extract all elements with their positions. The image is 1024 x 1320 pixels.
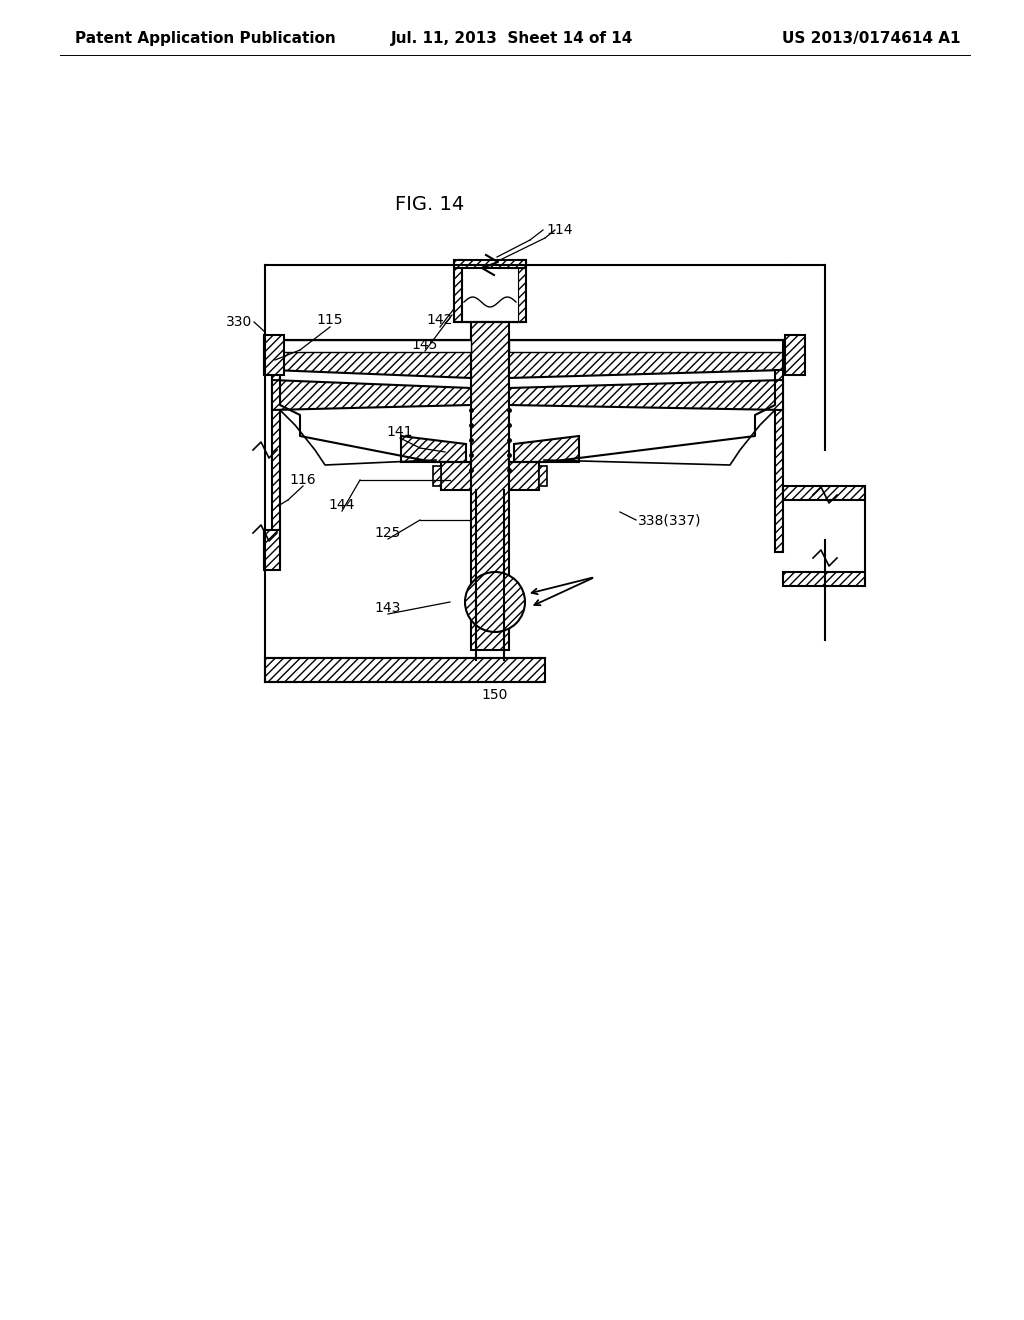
Text: 125: 125 — [375, 525, 401, 540]
Text: 143: 143 — [375, 601, 401, 615]
Polygon shape — [401, 436, 466, 462]
Bar — [471, 322, 509, 649]
Text: FIG. 14: FIG. 14 — [395, 195, 465, 214]
Bar — [264, 531, 280, 570]
Text: 142: 142 — [427, 313, 454, 327]
Text: 115: 115 — [316, 313, 343, 327]
Text: 144: 144 — [329, 498, 355, 512]
Polygon shape — [509, 341, 783, 378]
Text: 150: 150 — [482, 688, 508, 702]
Bar — [518, 260, 526, 322]
Bar — [783, 486, 865, 500]
Polygon shape — [509, 380, 783, 411]
Bar — [462, 268, 518, 322]
Text: 330: 330 — [225, 315, 252, 329]
Text: US 2013/0174614 A1: US 2013/0174614 A1 — [781, 32, 961, 46]
Bar — [539, 466, 547, 486]
Bar — [272, 370, 280, 552]
Text: Jul. 11, 2013  Sheet 14 of 14: Jul. 11, 2013 Sheet 14 of 14 — [391, 32, 633, 46]
Bar — [783, 341, 785, 370]
Bar — [454, 260, 526, 268]
Bar — [265, 657, 545, 682]
Polygon shape — [272, 380, 471, 411]
Bar — [272, 341, 471, 352]
Text: 114: 114 — [547, 223, 573, 238]
Bar — [441, 462, 471, 490]
Bar — [264, 335, 284, 375]
Bar — [454, 260, 462, 322]
Polygon shape — [514, 436, 579, 462]
Text: Patent Application Publication: Patent Application Publication — [75, 32, 336, 46]
Bar — [433, 466, 441, 486]
Text: 338(337): 338(337) — [638, 513, 701, 527]
Text: 145: 145 — [412, 338, 438, 352]
Bar — [775, 370, 783, 552]
Text: 141: 141 — [387, 425, 414, 440]
Bar — [785, 335, 805, 375]
Bar — [783, 572, 865, 586]
Bar — [265, 341, 790, 370]
Text: 116: 116 — [290, 473, 316, 487]
Circle shape — [465, 572, 525, 632]
Bar — [509, 341, 783, 352]
Polygon shape — [272, 341, 471, 378]
Bar — [509, 462, 539, 490]
